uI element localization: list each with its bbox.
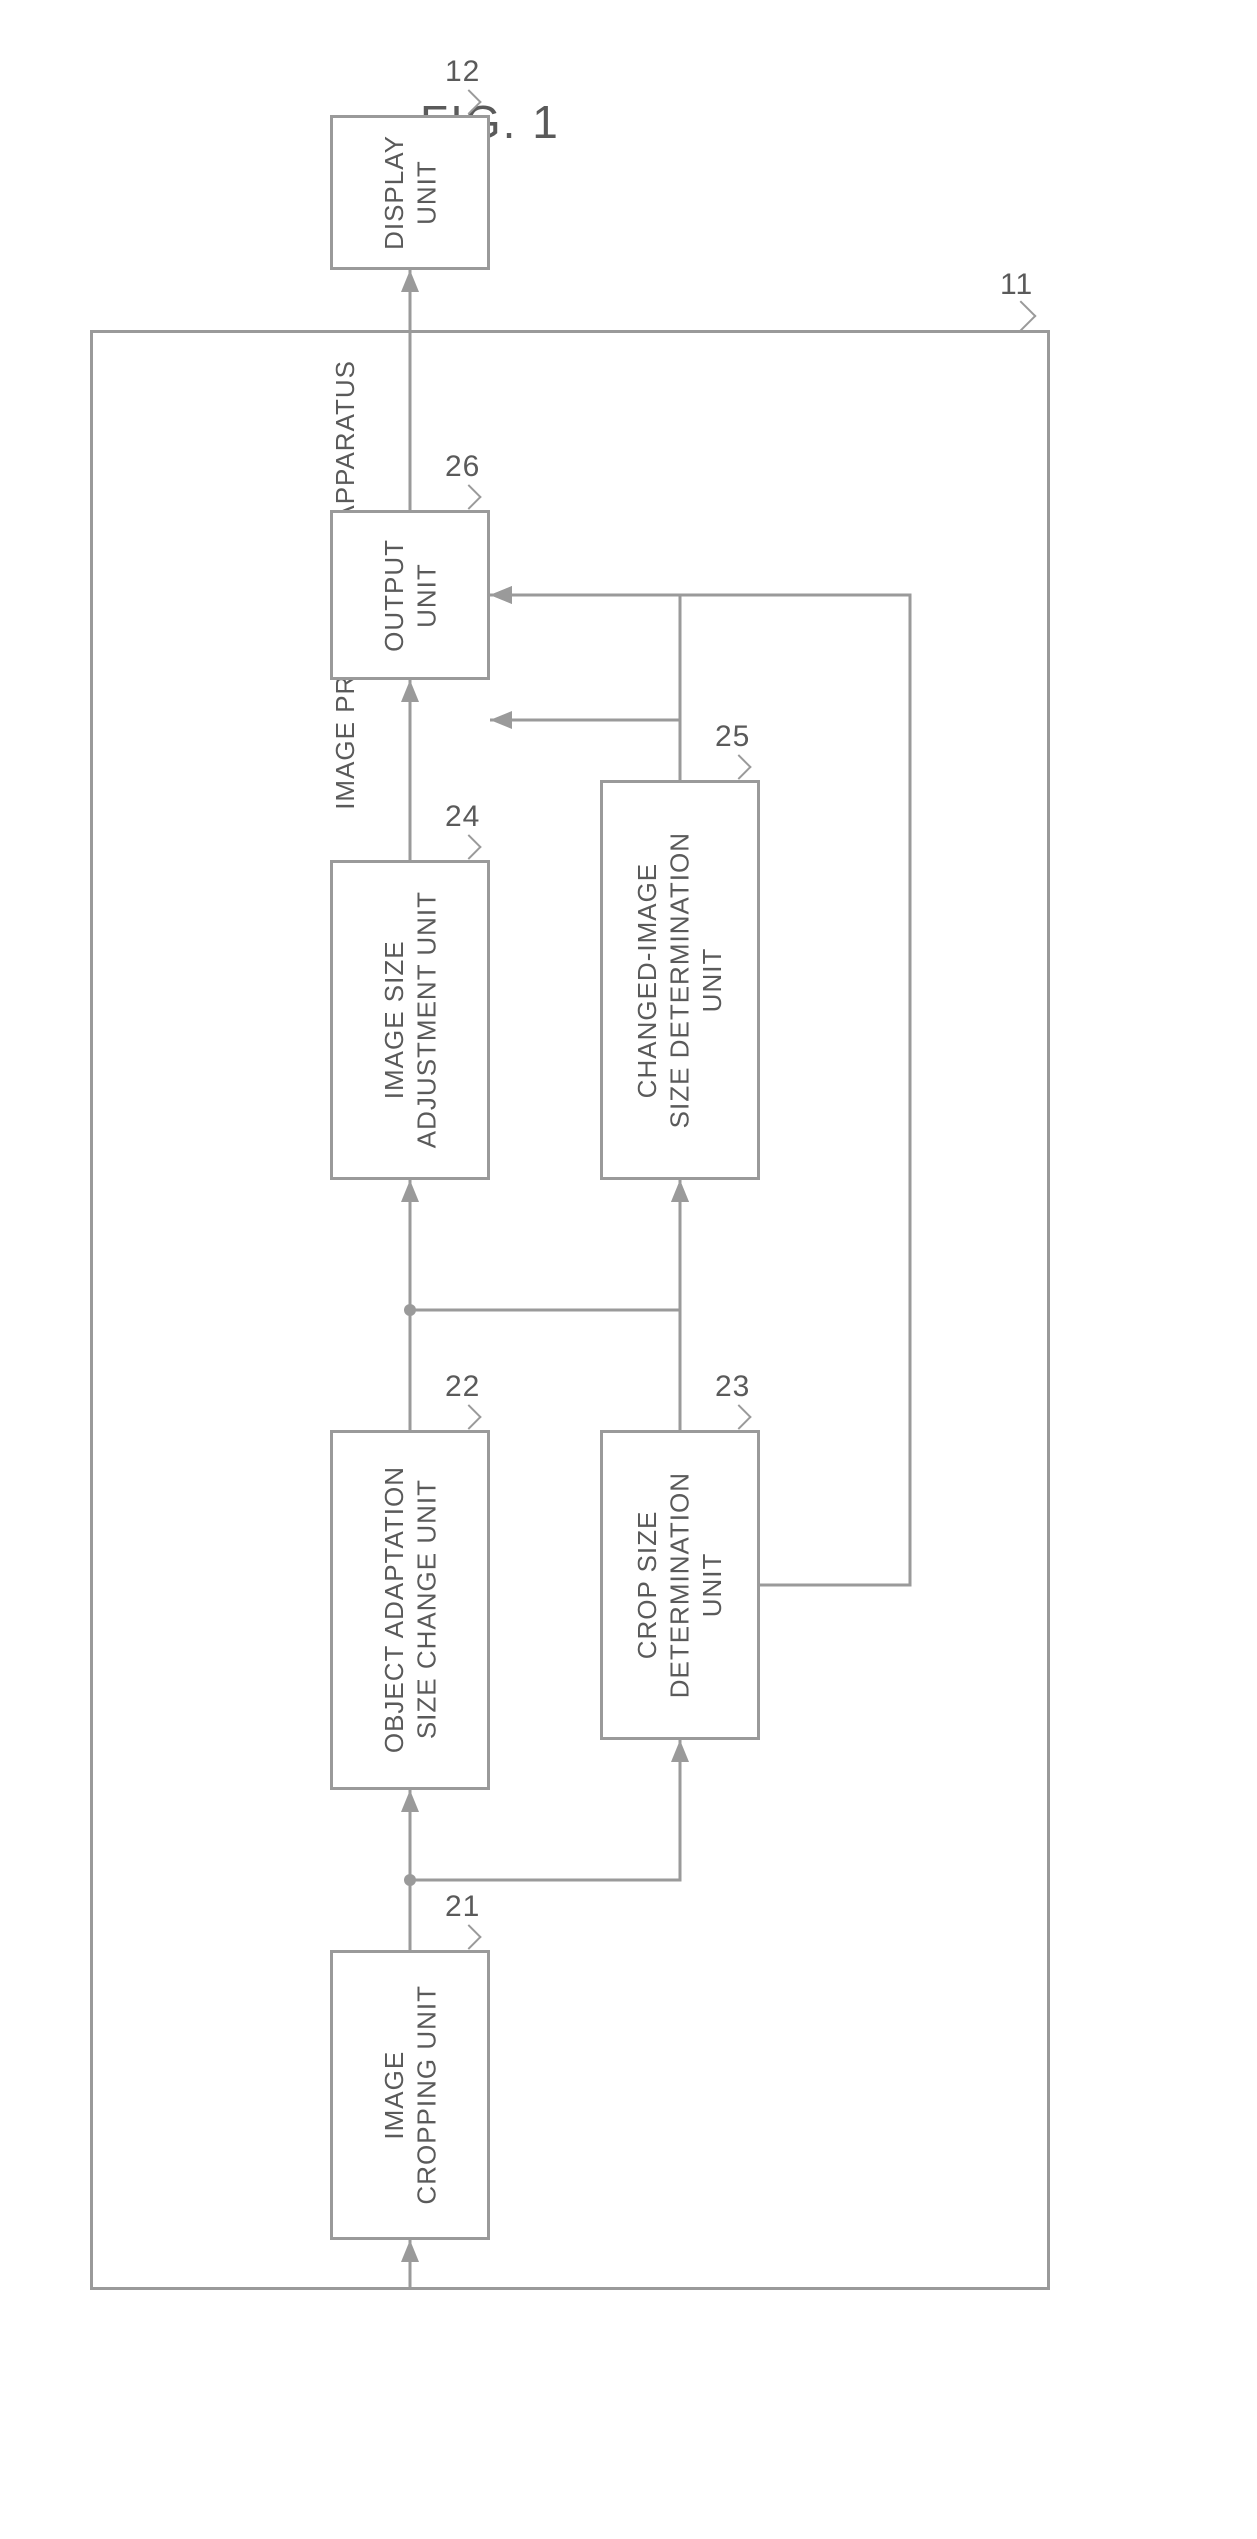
figure-canvas: FIG. 1 IMAGE PROCESSING APPARATUS 11 IMA…: [0, 0, 1257, 2539]
apparatus-box: [90, 330, 1050, 2290]
ref-23: 23: [715, 1370, 750, 1404]
ref-12: 12: [445, 55, 480, 89]
image-cropping-unit-label: IMAGE CROPPING UNIT: [378, 1985, 443, 2205]
output-unit: OUTPUT UNIT: [330, 510, 490, 680]
apparatus-ref: 11: [1000, 268, 1033, 302]
changed-image-size-determination-unit: CHANGED-IMAGE SIZE DETERMINATION UNIT: [600, 780, 760, 1180]
apparatus-ref-tick: [1005, 300, 1036, 331]
ref-26: 26: [445, 450, 480, 484]
ref-24: 24: [445, 800, 480, 834]
output-unit-label: OUTPUT UNIT: [378, 539, 443, 652]
image-cropping-unit: IMAGE CROPPING UNIT: [330, 1950, 490, 2240]
object-adaptation-unit: OBJECT ADAPTATION SIZE CHANGE UNIT: [330, 1430, 490, 1790]
changed-image-size-determination-unit-label: CHANGED-IMAGE SIZE DETERMINATION UNIT: [631, 832, 729, 1128]
display-unit: DISPLAY UNIT: [330, 115, 490, 270]
image-size-adjustment-unit: IMAGE SIZE ADJUSTMENT UNIT: [330, 860, 490, 1180]
crop-size-determination-unit: CROP SIZE DETERMINATION UNIT: [600, 1430, 760, 1740]
display-unit-label: DISPLAY UNIT: [378, 135, 443, 250]
object-adaptation-unit-label: OBJECT ADAPTATION SIZE CHANGE UNIT: [378, 1466, 443, 1753]
ref-25: 25: [715, 720, 750, 754]
ref-21: 21: [445, 1890, 480, 1924]
ref-22: 22: [445, 1370, 480, 1404]
crop-size-determination-unit-label: CROP SIZE DETERMINATION UNIT: [631, 1472, 729, 1698]
image-size-adjustment-unit-label: IMAGE SIZE ADJUSTMENT UNIT: [378, 891, 443, 1148]
